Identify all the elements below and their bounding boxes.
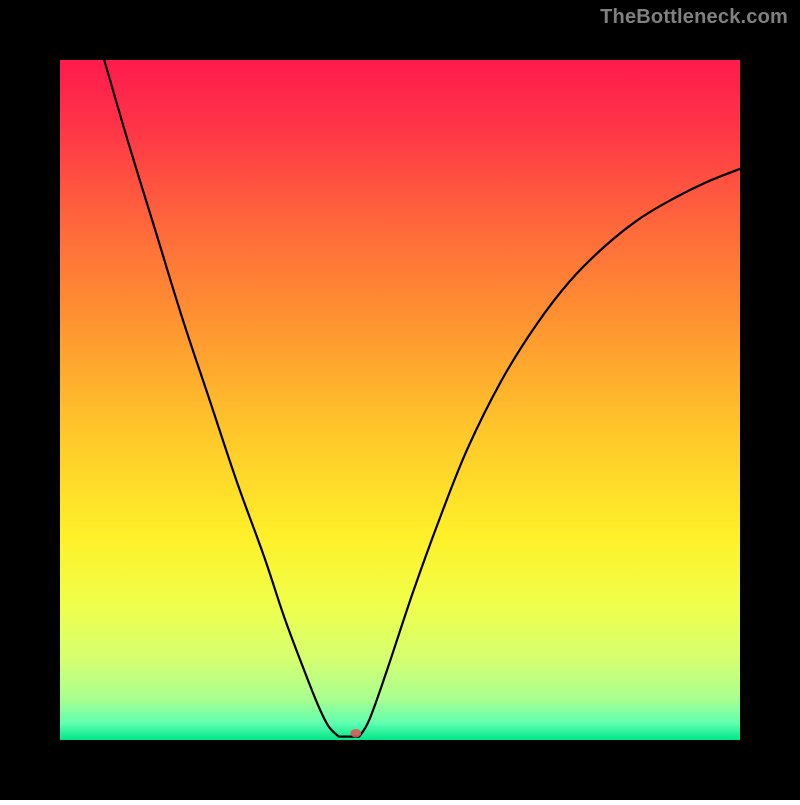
optimal-point-marker bbox=[350, 729, 361, 737]
chart-svg bbox=[0, 0, 800, 800]
bottleneck-chart: TheBottleneck.com bbox=[0, 0, 800, 800]
chart-background-gradient bbox=[60, 60, 740, 740]
